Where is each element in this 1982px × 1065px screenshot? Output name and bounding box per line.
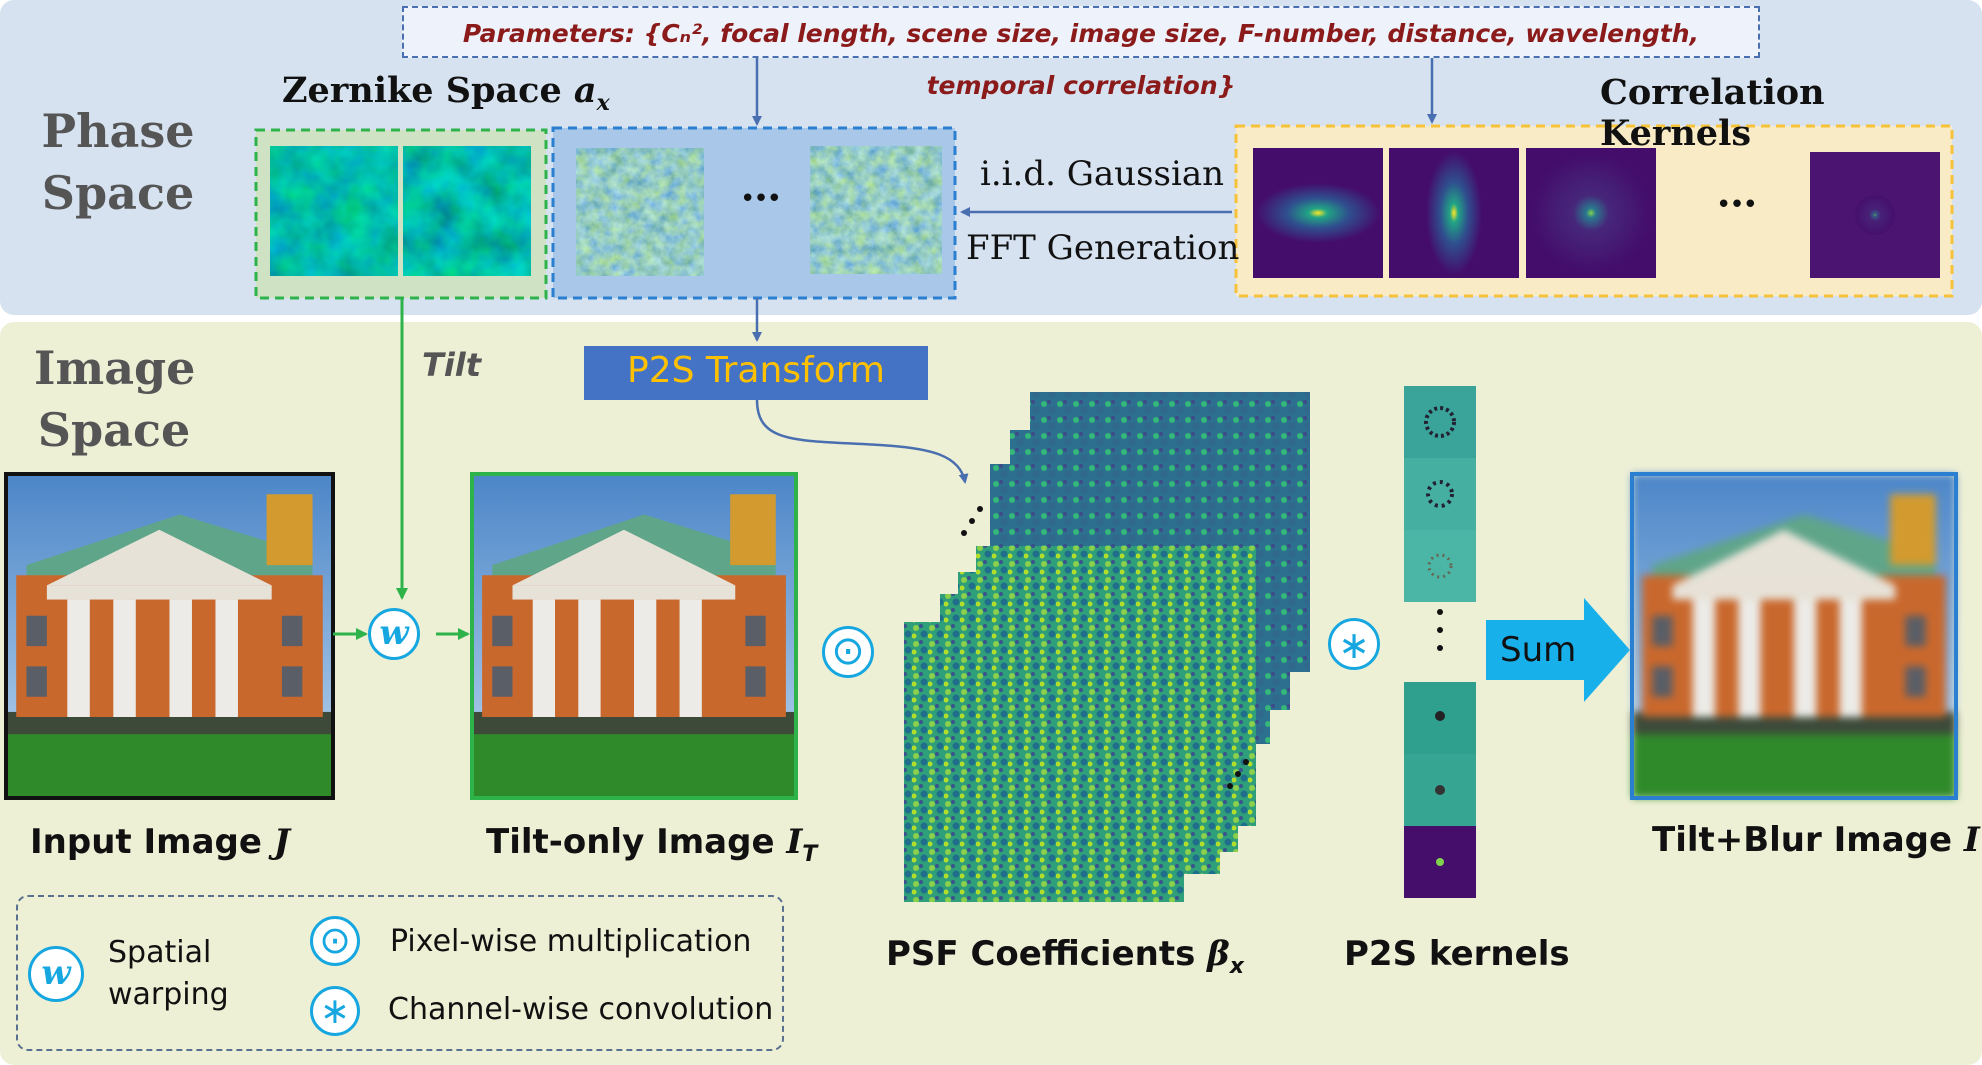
sum-arrow — [1486, 598, 1630, 702]
image-space-title-line1: Image — [34, 341, 196, 395]
tilt-blur-image-symbol: I — [1963, 820, 1980, 860]
convolution-operator: ∗ — [1328, 618, 1380, 670]
legend-spatial-warping: Spatial warping — [108, 932, 229, 1016]
p2s-to-psf-arrow — [755, 399, 969, 484]
iid-gaussian-label: i.i.d. Gaussian — [980, 154, 1225, 194]
legend — [16, 895, 784, 1051]
tilt-only-image-text: Tilt-only Image — [486, 822, 787, 862]
psf-coefficients-symbol: β — [1207, 934, 1230, 974]
tilt-only-image-label: Tilt-only Image IT — [486, 822, 817, 867]
tilt-blur-image-text: Tilt+Blur Image — [1652, 820, 1964, 860]
tilt-only-image — [470, 472, 798, 800]
tilt-blur-image — [1630, 472, 1958, 800]
correlation-kernels-header: Correlation Kernels — [1600, 72, 1825, 154]
gaussian-ellipsis: ••• — [740, 184, 782, 214]
zernike-block — [254, 128, 548, 300]
p2s-kernels-label: P2S kernels — [1344, 934, 1570, 974]
psf-coefficients-text: PSF Coefficients — [886, 934, 1208, 974]
zernike-header: Zernike Space ax — [282, 70, 610, 116]
tilt-only-image-symbol: I — [786, 822, 803, 862]
gaussian-field-1 — [576, 148, 704, 276]
psf-coefficients-label: PSF Coefficients βx — [886, 934, 1244, 979]
phase-space-title-line2: Space — [41, 166, 195, 220]
stack-dots — [961, 506, 1249, 789]
tilt-only-image-subscript: T — [802, 841, 818, 867]
sum-label: Sum — [1500, 630, 1577, 670]
legend-multiplication-icon: ⊙ — [310, 916, 360, 966]
correlation-kernels-block — [1234, 124, 1954, 298]
psf-coefficient-stack — [904, 392, 1310, 902]
phase-space-title: Phase Space — [38, 100, 198, 224]
p2s-transform-label: P2S Transform — [627, 350, 885, 391]
kernels-ellipsis: ••• — [1716, 190, 1758, 220]
gaussian-field-2 — [810, 146, 942, 274]
input-image — [4, 472, 335, 800]
input-image-symbol: J — [273, 822, 290, 862]
image-space-title: Image Space — [34, 337, 196, 461]
input-image-text: Input Image — [30, 822, 274, 862]
phase-space-title-line1: Phase — [41, 104, 195, 158]
legend-spatial-warping-line2: warping — [108, 977, 229, 1012]
parameters-box: Parameters: {Cₙ², focal length, scene si… — [402, 6, 1760, 100]
zernike-subscript: x — [596, 90, 610, 116]
legend-warp-icon: w — [28, 946, 84, 1002]
tilt-label: Tilt — [422, 346, 482, 384]
legend-spatial-warping-line1: Spatial — [108, 935, 212, 970]
input-image-label: Input Image J — [30, 822, 290, 862]
fft-generation-label: FFT Generation — [966, 228, 1240, 268]
legend-convolution-icon: ∗ — [310, 986, 360, 1036]
multiplication-operator: ⊙ — [822, 626, 874, 678]
image-space-title-line2: Space — [37, 403, 191, 457]
warp-operator: w — [368, 608, 420, 660]
zernike-map-2 — [403, 146, 531, 276]
zernike-label: Zernike Space — [282, 70, 574, 111]
zernike-map-1 — [270, 146, 398, 276]
legend-pixel-multiplication: Pixel-wise multiplication — [390, 924, 752, 959]
p2s-kernels-column — [1404, 386, 1476, 898]
psf-coefficients-subscript: x — [1229, 953, 1244, 979]
tilt-blur-image-label: Tilt+Blur Image I — [1652, 820, 1980, 860]
p2s-transform-box — [584, 346, 928, 400]
legend-channel-convolution: Channel-wise convolution — [388, 992, 774, 1027]
zernike-symbol: a — [573, 70, 597, 111]
gaussian-field-block — [551, 126, 957, 300]
